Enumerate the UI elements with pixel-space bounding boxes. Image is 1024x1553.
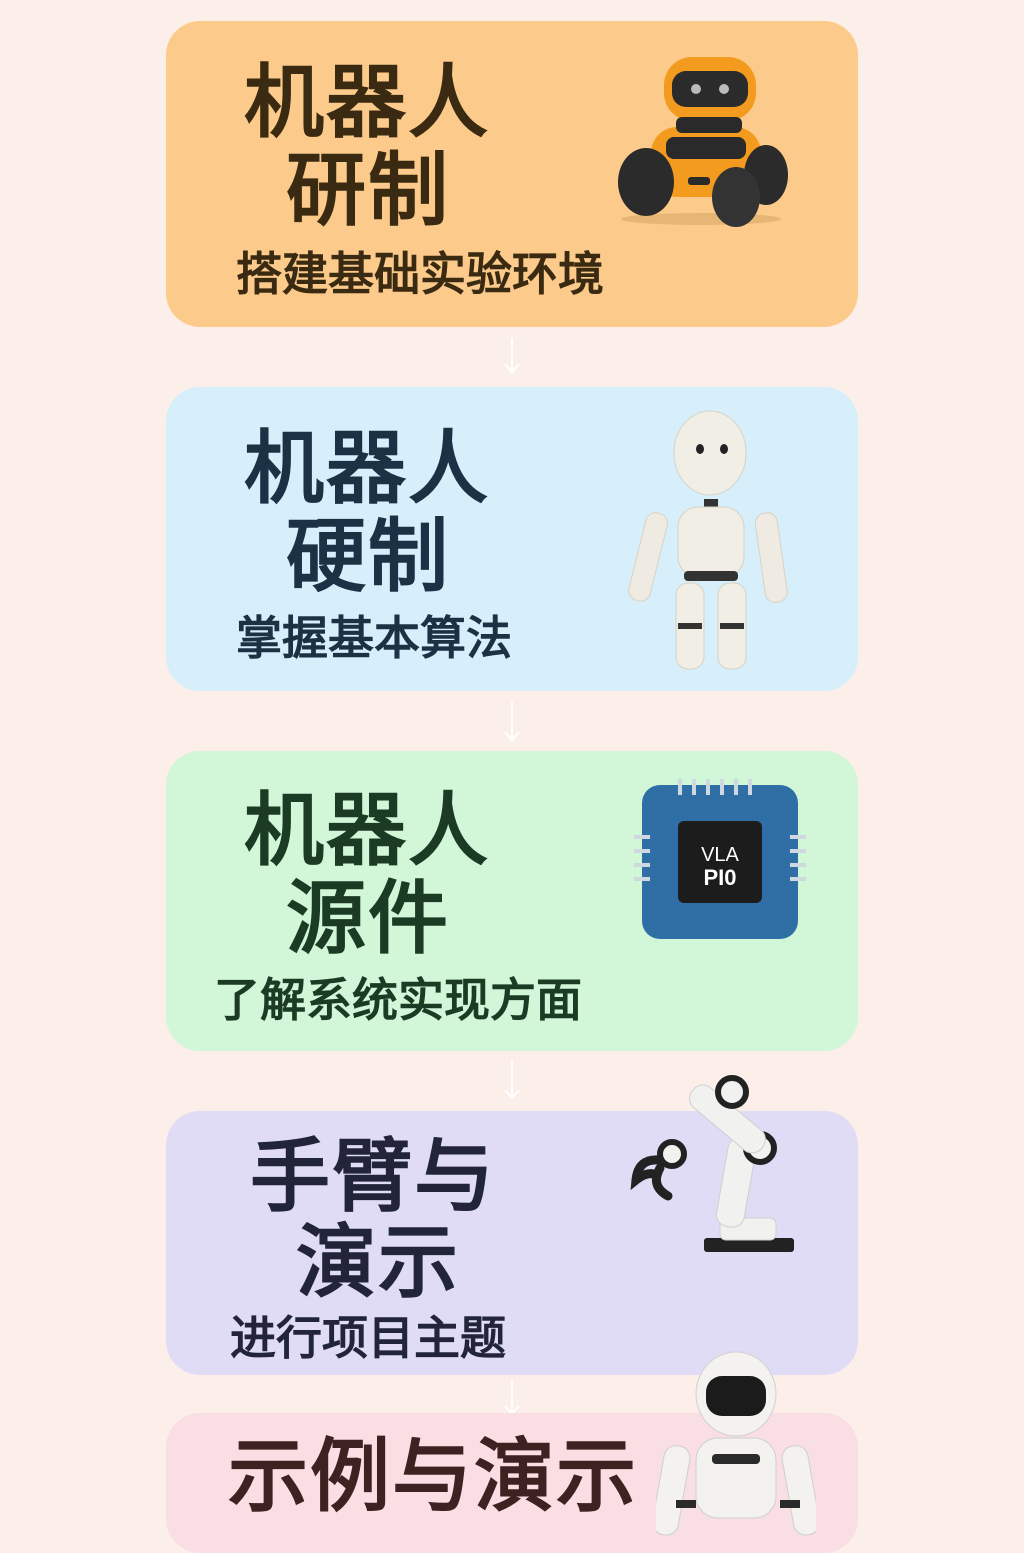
wheeled-robot-icon <box>618 57 788 227</box>
robot-arm-icon <box>630 1075 794 1252</box>
card-title-line1: 机器人 <box>244 56 490 149</box>
card-title-line2: 源件 <box>286 872 450 965</box>
arrow-down-icon <box>504 1380 520 1416</box>
card-subtitle: 了解系统实现方面 <box>214 973 582 1027</box>
card-title-line1: 机器人 <box>244 422 490 515</box>
card-title-line2: 硬制 <box>286 510 450 603</box>
arrow-down-icon <box>504 1060 520 1100</box>
chip-label-line1: VLA <box>701 844 739 866</box>
chip-label-line2: PI0 <box>703 865 736 890</box>
card-subtitle: 进行项目主题 <box>230 1311 506 1365</box>
chip-icon: VLA PI0 <box>634 779 806 939</box>
card-title-line1: 机器人 <box>244 784 490 877</box>
arrow-down-icon <box>504 338 520 374</box>
arrow-down-icon <box>504 702 520 742</box>
card-title-line2: 研制 <box>286 144 450 237</box>
astronaut-robot-icon <box>656 1351 816 1536</box>
card-title-line1: 手臂与 <box>250 1130 496 1223</box>
card-title-line2: 演示 <box>296 1216 460 1309</box>
step-card-1: 机器人 研制 搭建基础实验环境 <box>166 21 858 327</box>
card-subtitle: 搭建基础实验环境 <box>236 247 604 301</box>
step-card-3: 机器人 源件 了解系统实现方面 VLA PI0 <box>166 751 858 1051</box>
card-title-line1: 示例与演示 <box>228 1430 638 1523</box>
card-subtitle: 掌握基本算法 <box>236 611 512 665</box>
humanoid-robot-icon <box>628 410 788 670</box>
step-card-2: 机器人 硬制 掌握基本算法 <box>166 387 858 691</box>
